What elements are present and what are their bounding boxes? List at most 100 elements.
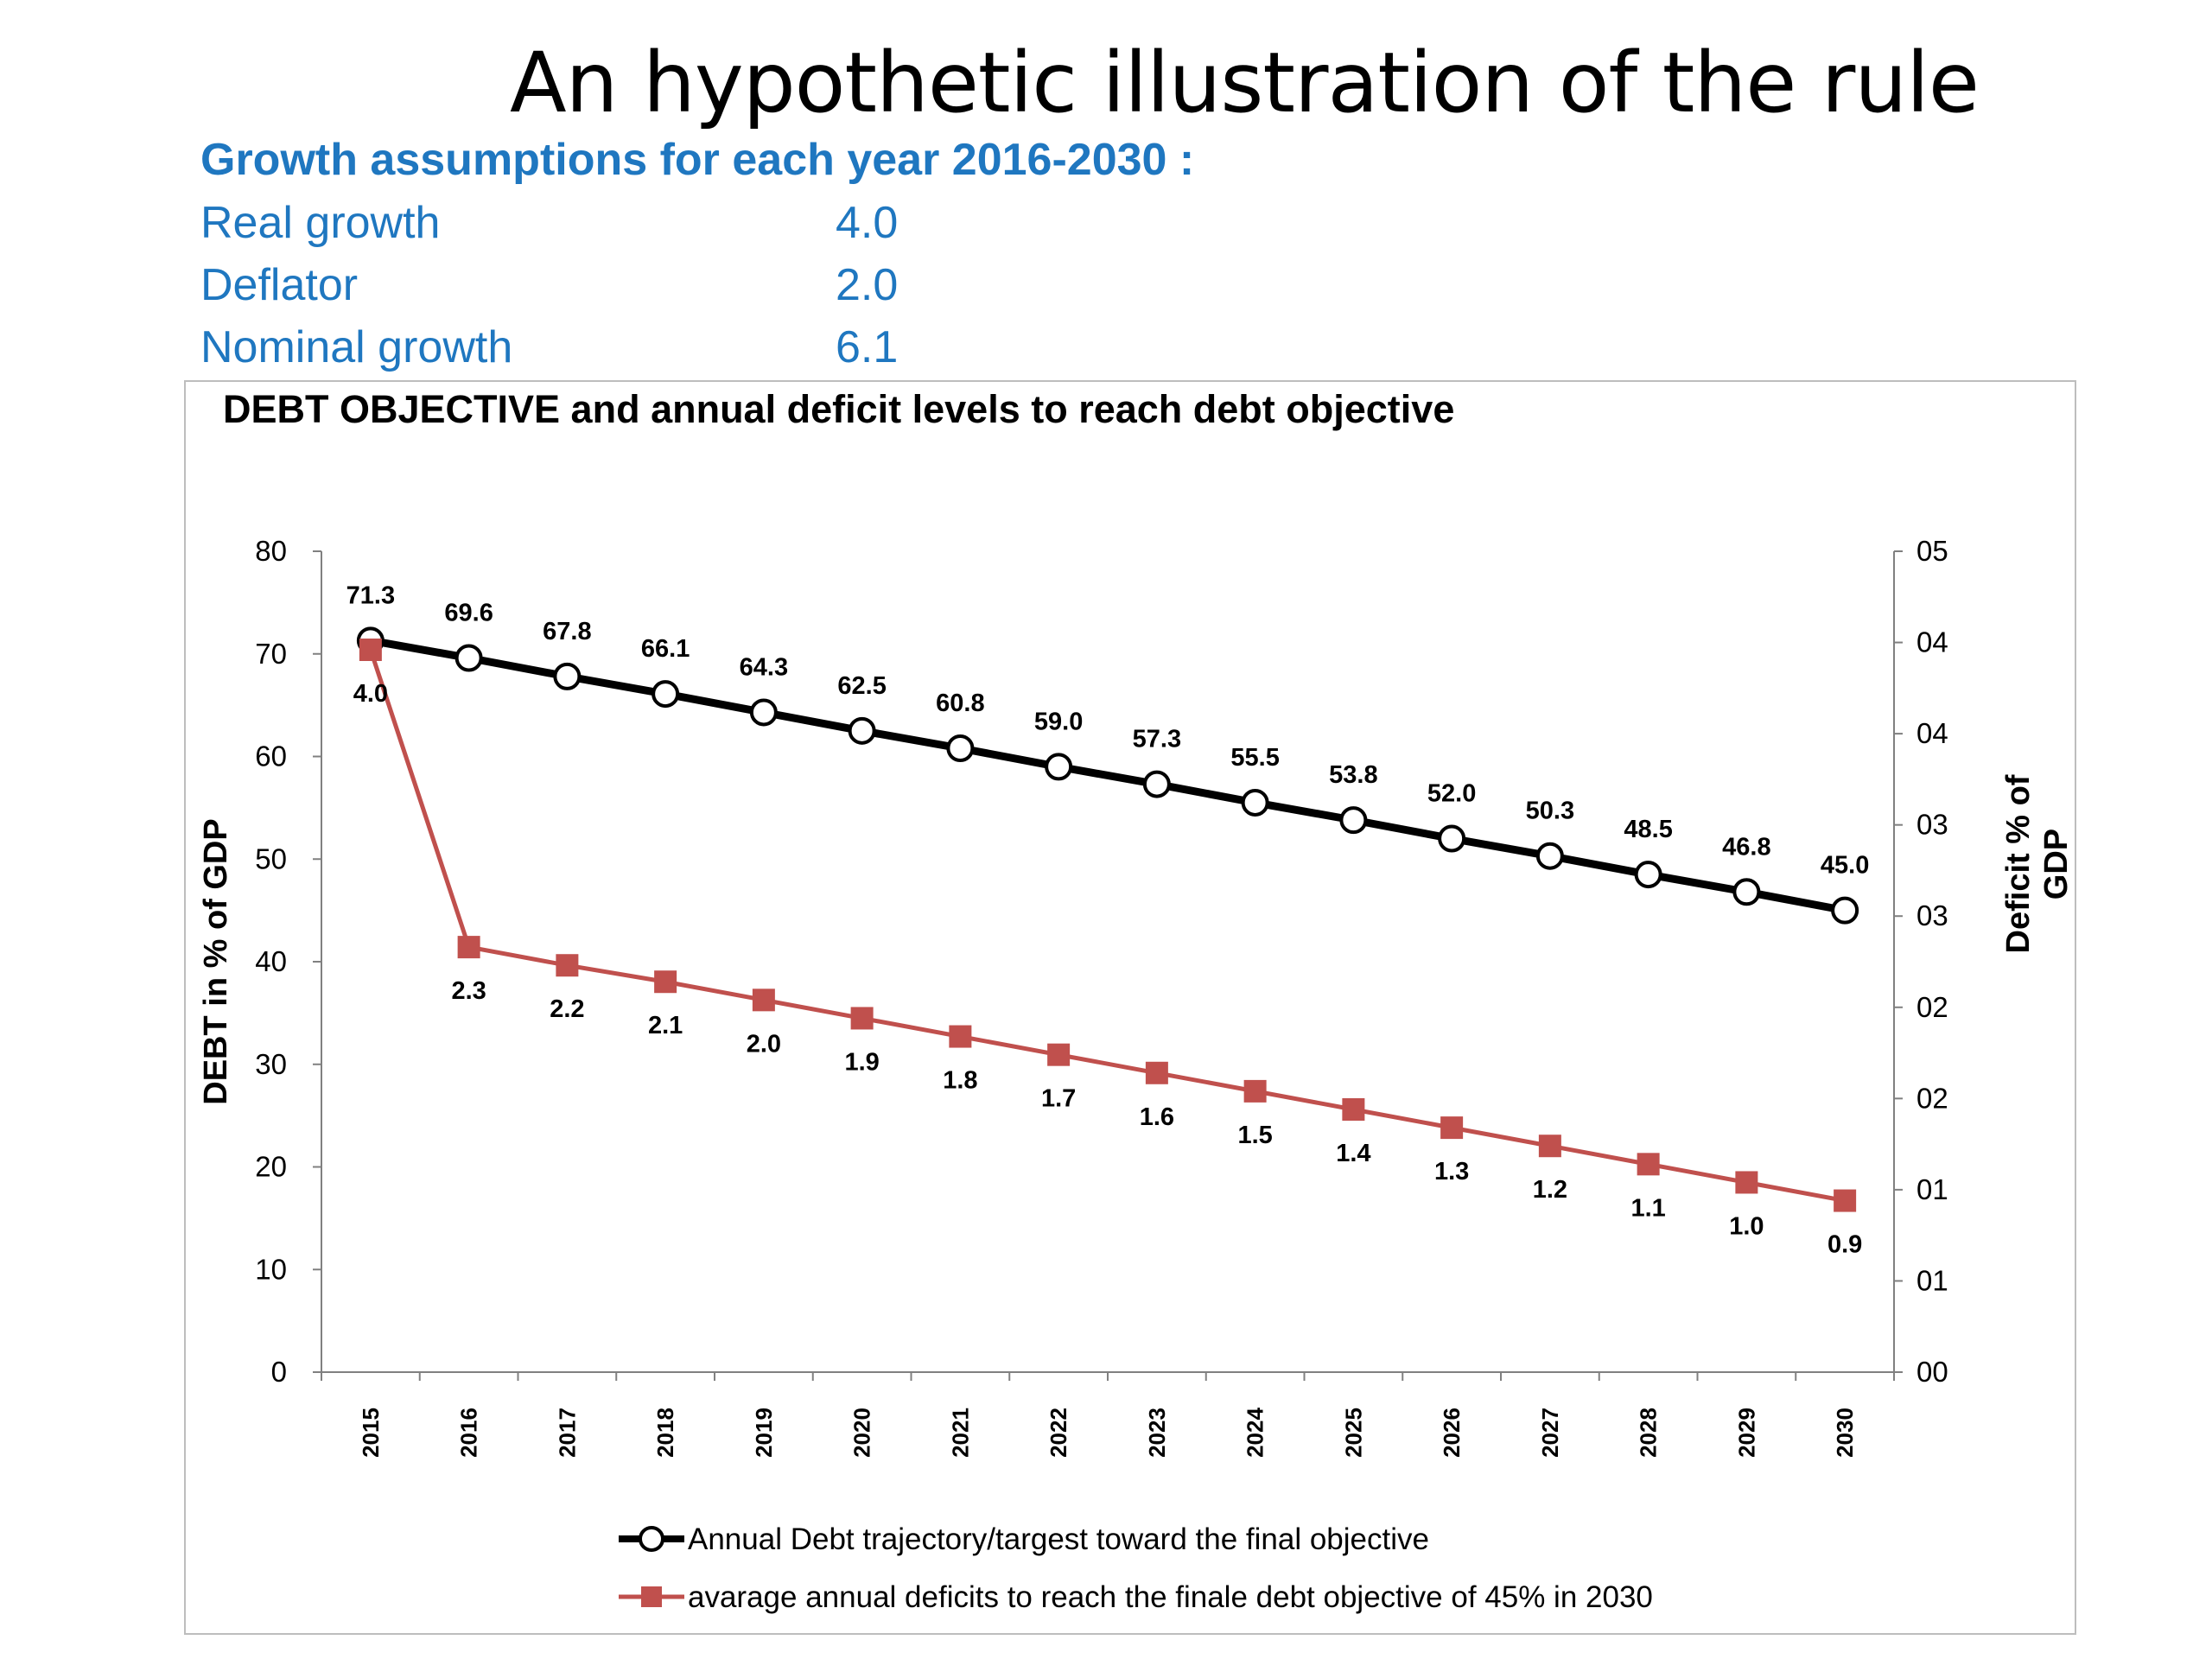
left-tick-label: 80 <box>255 535 287 567</box>
debt-point <box>553 662 582 690</box>
x-tick-label: 2016 <box>456 1408 482 1458</box>
debt-data-label: 45.0 <box>1821 852 1869 880</box>
deficit-point <box>1637 1153 1660 1176</box>
left-tick-label: 60 <box>255 741 287 772</box>
debt-point <box>848 716 876 745</box>
deficit-point <box>1243 1079 1267 1103</box>
debt-series-line <box>370 636 1846 915</box>
assumptions-heading: Growth assumptions for each year 2016-20… <box>200 135 1195 185</box>
legend-deficit-label: avarage annual deficits to reach the fin… <box>688 1580 1653 1614</box>
right-tick-label: 03 <box>1916 899 1948 931</box>
y-axis-title-left: DEBT in % of GDP <box>198 818 234 1104</box>
deficit-point <box>1047 1043 1071 1066</box>
assumption-label: Deflator <box>200 260 359 310</box>
legend-debt-label: Annual Debt trajectory/targest toward th… <box>688 1522 1429 1556</box>
deficit-point <box>1834 1189 1857 1212</box>
deficit-point <box>752 988 775 1012</box>
deficit-data-label: 1.1 <box>1630 1194 1665 1222</box>
deficit-data-label: 0.9 <box>1827 1231 1862 1259</box>
deficit-data-label: 4.0 <box>353 680 388 708</box>
debt-point <box>1634 861 1662 889</box>
debt-point <box>454 644 483 672</box>
x-tick-label: 2018 <box>652 1408 678 1458</box>
assumption-value: 6.1 <box>836 322 899 372</box>
deficit-data-label: 2.1 <box>648 1012 683 1039</box>
deficit-series-line <box>368 649 1846 1204</box>
debt-data-label: 55.5 <box>1230 744 1279 772</box>
right-tick-label: 05 <box>1916 535 1948 567</box>
debt-data-label: 64.3 <box>740 653 788 681</box>
debt-point <box>1045 753 1073 781</box>
deficit-data-label: 1.0 <box>1729 1212 1764 1240</box>
x-tick-label: 2030 <box>1832 1408 1858 1458</box>
x-tick-label: 2029 <box>1733 1408 1759 1458</box>
right-tick-label: 01 <box>1916 1173 1948 1205</box>
x-tick-label: 2027 <box>1537 1408 1563 1458</box>
deficit-point <box>850 1007 874 1030</box>
legend-deficit-swatch-marker <box>641 1586 662 1607</box>
deficit-point <box>457 936 480 959</box>
debt-point <box>1732 878 1761 906</box>
debt-point <box>1142 770 1171 798</box>
x-tick-label: 2024 <box>1243 1408 1268 1458</box>
x-tick-label: 2020 <box>849 1408 875 1458</box>
deficit-point <box>359 639 382 661</box>
right-tick-label: 04 <box>1916 717 1948 749</box>
x-tick-label: 2021 <box>947 1408 973 1458</box>
deficit-point <box>1538 1135 1561 1158</box>
debt-point <box>749 698 778 727</box>
debt-point <box>1831 896 1859 925</box>
deficit-point <box>1735 1171 1758 1194</box>
debt-point <box>1535 842 1564 870</box>
x-tick-label: 2023 <box>1144 1408 1170 1458</box>
x-tick-label: 2017 <box>554 1408 580 1458</box>
deficit-point <box>1342 1098 1365 1121</box>
debt-data-label: 46.8 <box>1722 833 1770 861</box>
assumption-value: 4.0 <box>836 198 899 248</box>
right-tick-label: 02 <box>1916 991 1948 1023</box>
left-tick-label: 50 <box>255 842 287 874</box>
debt-data-label: 67.8 <box>543 618 591 645</box>
debt-data-label: 57.3 <box>1133 726 1181 753</box>
x-tick-label: 2022 <box>1046 1408 1071 1458</box>
right-tick-label: 00 <box>1916 1356 1948 1388</box>
assumption-value: 2.0 <box>836 260 899 310</box>
deficit-data-label: 1.9 <box>844 1048 879 1076</box>
right-tick-label: 03 <box>1916 809 1948 841</box>
right-tick-label: 01 <box>1916 1264 1948 1296</box>
debt-data-label: 53.8 <box>1329 761 1377 789</box>
deficit-data-label: 1.8 <box>943 1067 977 1095</box>
deficit-data-label: 1.2 <box>1533 1176 1567 1204</box>
deficit-data-label: 1.4 <box>1336 1140 1370 1167</box>
x-tick-label: 2026 <box>1439 1408 1465 1458</box>
assumption-label: Real growth <box>200 198 441 248</box>
debt-data-label: 50.3 <box>1526 798 1574 825</box>
left-tick-label: 70 <box>255 638 287 670</box>
debt-data-label: 59.0 <box>1034 708 1083 735</box>
assumption-label: Nominal growth <box>200 322 513 372</box>
left-tick-label: 30 <box>255 1048 287 1080</box>
deficit-point <box>1440 1116 1464 1140</box>
deficit-data-label: 1.6 <box>1140 1103 1174 1131</box>
legend-debt-swatch-marker <box>639 1526 664 1552</box>
deficit-point <box>654 970 677 994</box>
debt-point <box>1438 824 1466 853</box>
debt-data-label: 52.0 <box>1427 780 1476 808</box>
left-tick-label: 0 <box>271 1356 287 1388</box>
x-tick-label: 2028 <box>1636 1408 1662 1458</box>
debt-point <box>652 680 680 709</box>
debt-data-label: 48.5 <box>1624 816 1672 843</box>
deficit-point <box>1145 1061 1168 1084</box>
deficit-data-label: 1.7 <box>1041 1085 1076 1113</box>
left-tick-label: 40 <box>255 945 287 977</box>
deficit-data-label: 2.2 <box>550 995 584 1023</box>
slide-title: An hypothetic illustration of the rule <box>510 35 1980 131</box>
deficit-point <box>556 954 579 977</box>
deficit-data-label: 2.0 <box>747 1030 781 1058</box>
debt-data-label: 71.3 <box>346 582 395 609</box>
right-tick-label: 02 <box>1916 1082 1948 1114</box>
debt-point <box>1241 788 1269 817</box>
deficit-data-label: 1.5 <box>1237 1122 1272 1149</box>
left-tick-label: 10 <box>255 1253 287 1285</box>
